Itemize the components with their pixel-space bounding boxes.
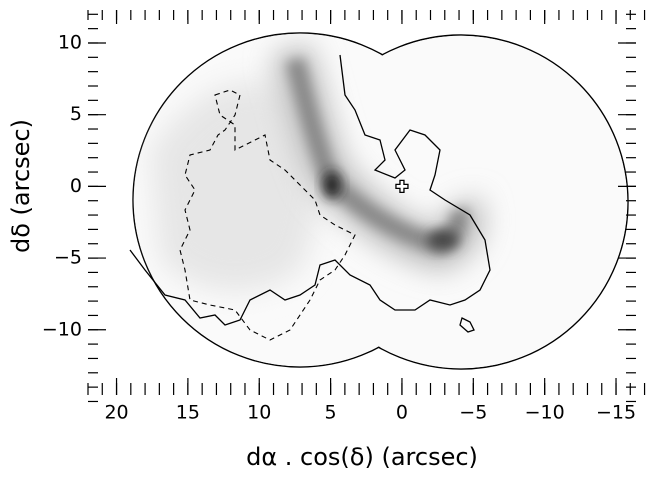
x-tick-label: 15 (176, 402, 200, 424)
x-tick-label: −5 (459, 402, 487, 424)
x-tick-label: 10 (247, 402, 271, 424)
x-axis-label: dα . cos(δ) (arcsec) (246, 443, 478, 471)
reference-marker (395, 179, 409, 194)
contours (129, 54, 491, 333)
dashed-contour (179, 89, 356, 341)
x-tick-label: −15 (596, 402, 636, 424)
y-axis-label: dδ (arcsec) (7, 119, 35, 253)
y-tick-label: 10 (58, 31, 82, 53)
y-tick-label: 0 (70, 175, 82, 197)
y-tick-label: 5 (70, 103, 82, 125)
intensity-map (150, 42, 484, 292)
x-tick-label: 0 (396, 402, 408, 424)
x-tick-label: −10 (525, 402, 565, 424)
x-tick-label: 20 (104, 402, 128, 424)
y-tick-label: −5 (54, 247, 82, 269)
x-tick-label: 5 (325, 402, 337, 424)
y-tick-label: −10 (42, 318, 82, 340)
